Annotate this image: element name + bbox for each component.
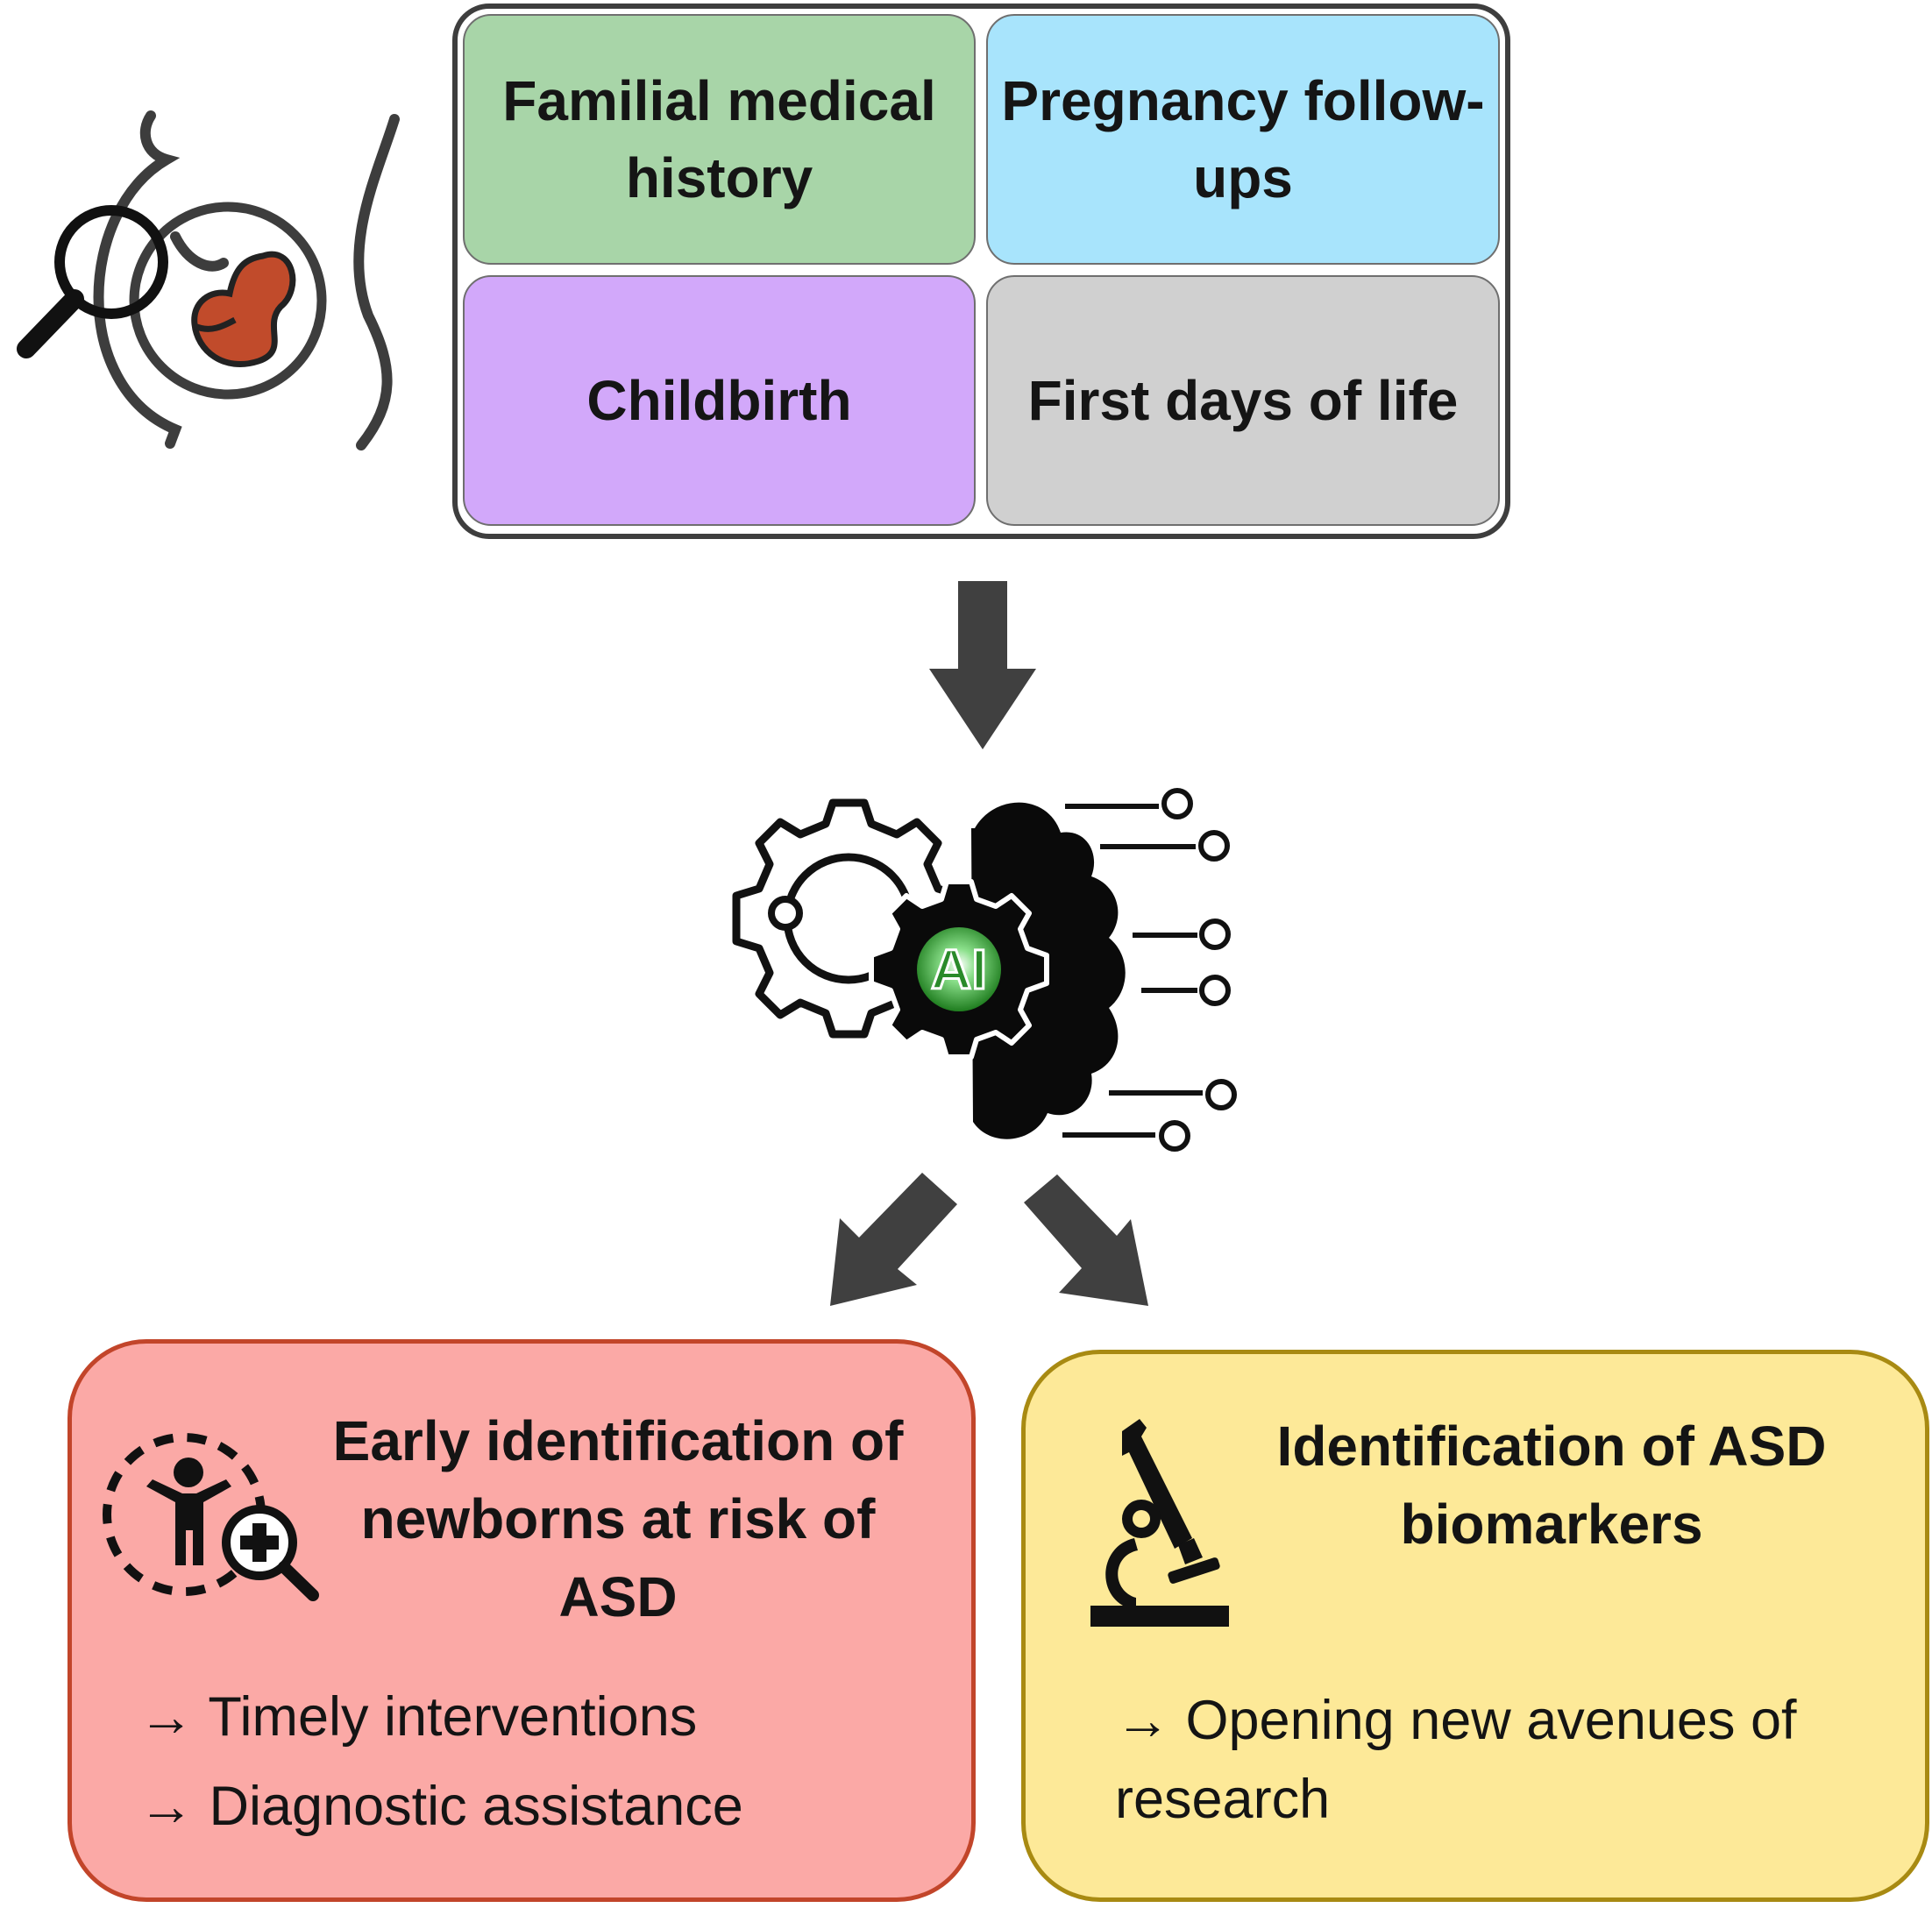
fetus-icon bbox=[191, 251, 296, 368]
data-sources-frame bbox=[452, 4, 1510, 539]
ai-brain-gear-icon: AI bbox=[732, 788, 1237, 1152]
microscope-icon bbox=[1090, 1419, 1229, 1627]
source-label: Pregnancy follow-ups bbox=[1001, 69, 1485, 209]
source-pregnancy-follow-ups: Pregnancy follow-ups bbox=[986, 14, 1500, 265]
bullet-diagnostic-assistance: → Diagnostic assistance bbox=[139, 1776, 743, 1837]
source-label: Childbirth bbox=[586, 369, 852, 432]
source-label: Familial medical history bbox=[502, 69, 936, 209]
arrow-down-icon bbox=[929, 581, 1036, 749]
bullet-timely-interventions: → Timely interventions bbox=[139, 1686, 698, 1748]
outcome-early-identification bbox=[67, 1339, 976, 1902]
source-first-days-of-life: First days of life bbox=[986, 275, 1500, 526]
ai-badge: AI bbox=[931, 938, 987, 1001]
arrow-down-left-icon bbox=[830, 1173, 957, 1306]
source-familial-medical-history: Familial medical history bbox=[463, 14, 976, 265]
pregnancy-scan-icon bbox=[17, 110, 400, 450]
arrow-down-right-icon bbox=[1024, 1174, 1148, 1306]
child-search-icon bbox=[103, 1433, 319, 1601]
source-childbirth: Childbirth bbox=[463, 275, 976, 526]
outcome-title: Identification of ASD biomarkers bbox=[1276, 1415, 1827, 1556]
magnifier-icon bbox=[17, 205, 168, 358]
outcome-title: Early identification of newborns at risk… bbox=[332, 1409, 904, 1628]
bullet-opening-new-avenues: → Opening new avenues of research bbox=[1115, 1690, 1797, 1830]
source-label: First days of life bbox=[1027, 369, 1459, 432]
